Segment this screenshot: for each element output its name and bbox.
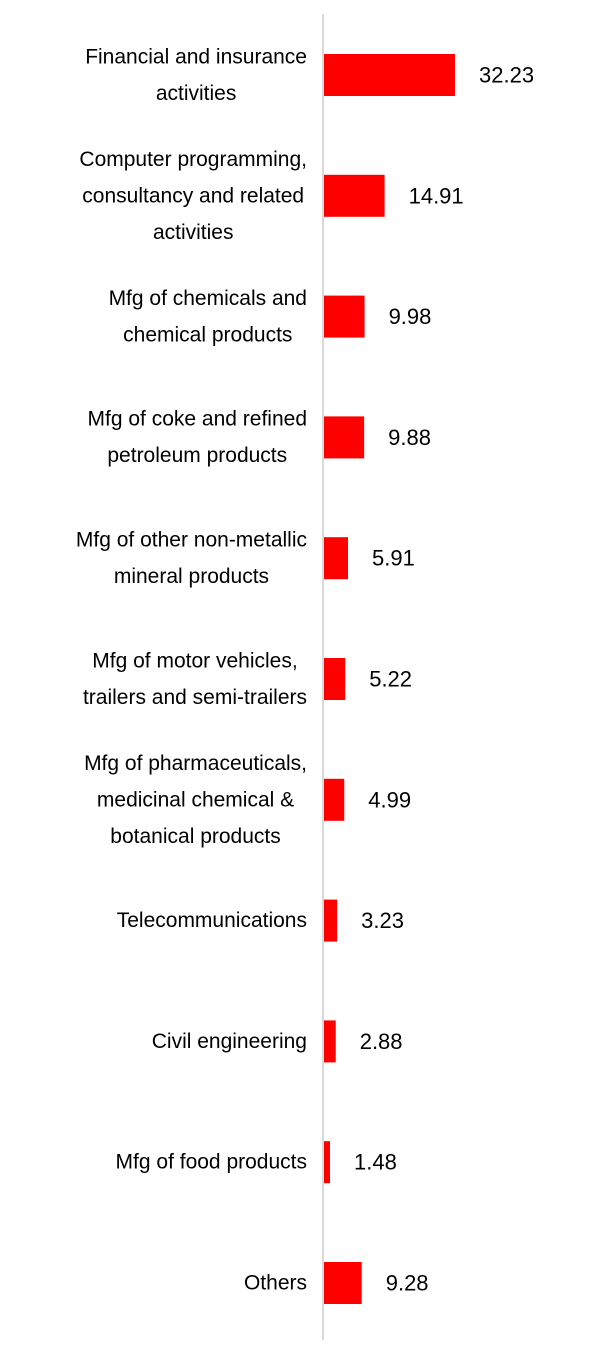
data-label: 9.88 (388, 425, 431, 450)
bar (324, 1141, 331, 1184)
category-label: Civil engineering (152, 1030, 307, 1053)
category-label-line: mineral products (114, 565, 269, 588)
category-label-line: Financial and insurance (85, 45, 307, 68)
category-label: Mfg of food products (116, 1151, 307, 1174)
bar (324, 295, 365, 338)
category-label: Mfg of pharmaceuticals, medicinal chemica… (84, 752, 307, 848)
category-label-line: Mfg of motor vehicles, (92, 649, 297, 672)
data-label: 5.22 (369, 667, 412, 692)
bar (324, 658, 346, 700)
data-label: 9.98 (389, 304, 432, 329)
category-label-line: botanical products (110, 825, 280, 848)
bar (324, 899, 338, 942)
category-label-line: activities (156, 82, 237, 105)
bar (324, 416, 365, 459)
category-label-line: consultancy and related (82, 184, 304, 207)
bar (324, 1262, 362, 1304)
data-label: 9.28 (386, 1271, 429, 1296)
bar (324, 1020, 336, 1063)
category-label-line: Computer programming, (79, 148, 307, 171)
category-label-line: Others (244, 1272, 307, 1295)
category-label: Computer programming, consultancy and rel… (79, 148, 307, 244)
category-label: Others (244, 1272, 307, 1295)
category-label: Financial and insurance activities (85, 45, 307, 105)
category-label-line: Telecommunications (117, 909, 307, 932)
category-label-line: medicinal chemical & (97, 788, 294, 811)
category-label: Mfg of other non-metallic mineral product… (76, 528, 307, 588)
category-label-line: Civil engineering (152, 1030, 307, 1053)
data-label: 4.99 (368, 787, 411, 812)
bar (324, 174, 385, 217)
bar (324, 778, 345, 821)
category-label-line: Mfg of coke and refined (88, 408, 307, 431)
category-label-line: Mfg of other non-metallic (76, 528, 307, 551)
labels-layer: 32.23 Financial and insurance activities 14… (76, 45, 534, 1295)
data-label: 14.91 (409, 183, 464, 208)
category-label-line: chemical products (123, 323, 292, 346)
category-label-line: trailers and semi-trailers (83, 686, 307, 709)
data-label: 32.23 (479, 63, 534, 88)
bars-layer (324, 54, 455, 1304)
data-label: 3.23 (361, 908, 404, 933)
category-label-line: Mfg of food products (116, 1151, 307, 1174)
category-label: Telecommunications (117, 909, 307, 932)
data-label: 5.91 (372, 546, 415, 571)
category-label-line: Mfg of chemicals and (109, 287, 307, 310)
category-label: Mfg of chemicals and chemical products (109, 287, 307, 347)
category-label-line: activities (153, 221, 234, 244)
category-label: Mfg of motor vehicles, trailers and semi-… (83, 649, 307, 709)
data-label: 2.88 (360, 1029, 403, 1054)
category-label-line: Mfg of pharmaceuticals, (84, 752, 307, 775)
category-label-line: petroleum products (107, 444, 287, 467)
bar (324, 54, 455, 96)
category-label: Mfg of coke and refined petroleum product… (88, 408, 307, 468)
bar (324, 537, 349, 580)
data-label: 1.48 (354, 1150, 397, 1175)
